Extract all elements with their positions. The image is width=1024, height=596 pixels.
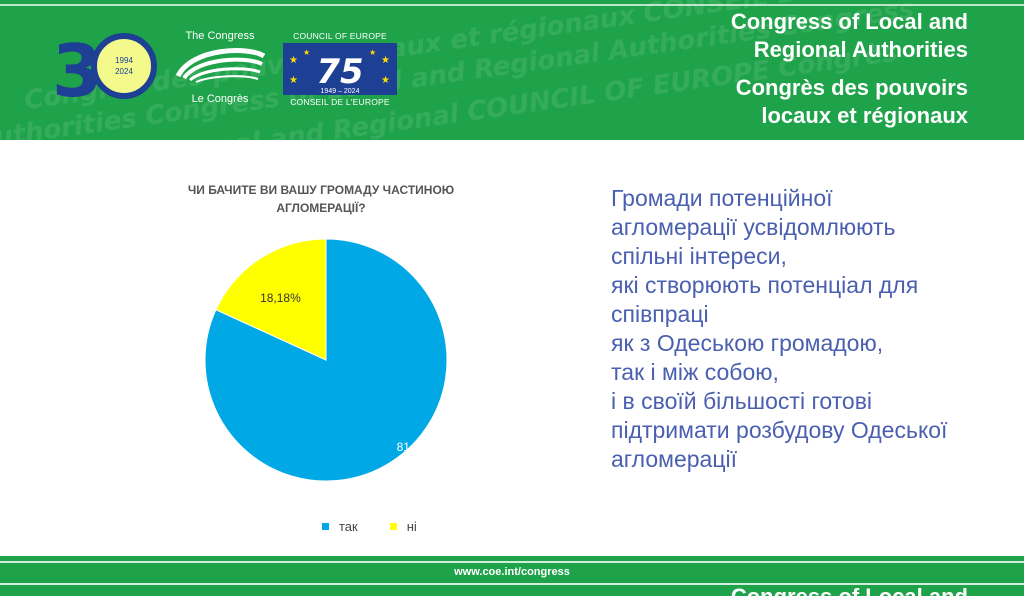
statement-line: підтримати розбудову Одеської — [611, 417, 948, 443]
legend-label-tak: так — [339, 519, 358, 534]
svg-text:★: ★ — [289, 55, 298, 66]
congress-emblem-icon — [175, 48, 266, 83]
statement-line: спільні інтереси, — [611, 243, 787, 269]
organisation-title: Congress of Local and Regional Authoriti… — [731, 8, 968, 130]
org-title-fr-line-2: locaux et régionaux — [761, 103, 968, 128]
statement-text: Громади потенційної агломерації усвідомлю… — [611, 184, 1011, 474]
svg-text:★: ★ — [369, 48, 376, 57]
org-title-fr-line-1: Congrès des pouvoirs — [735, 75, 968, 100]
council-of-europe-logo: COUNCIL OF EUROPE ★ ★ ★ ★ ★ ★ 75 1949 – … — [282, 31, 398, 109]
footer-line-bottom — [0, 583, 1024, 585]
chart-title-line-2: АГЛОМЕРАЦІЇ? — [276, 201, 366, 215]
coe-flag: ★ ★ ★ ★ ★ ★ 75 1949 – 2024 — [283, 43, 397, 95]
header-banner: Congrès des pouvoirs locaux et régionaux… — [0, 0, 1024, 140]
congress-logo-bottom-text: Le Congrès — [191, 93, 249, 105]
congress-logo: The Congress Le Congrès — [170, 30, 270, 110]
footer-url: www.coe.int/congress — [454, 566, 570, 578]
logo-30-year-start: 1994 — [115, 56, 133, 65]
legend-item-tak: так — [322, 519, 358, 534]
legend-label-ni: ні — [406, 519, 417, 534]
footer-line-top — [0, 561, 1024, 563]
svg-text:★: ★ — [381, 55, 390, 66]
footer-cut-title: Congress of Local and — [731, 584, 968, 596]
coe-75-number: 75 — [316, 52, 363, 92]
statement-line: як з Одеською громадою, — [611, 330, 884, 356]
svg-text:★: ★ — [303, 48, 310, 57]
statement-line: агломерації усвідомлюють — [611, 214, 896, 240]
congress-logo-top-text: The Congress — [185, 30, 255, 42]
statement-line: так і між собою, — [611, 359, 779, 385]
pie-label-ni: 18,18% — [260, 291, 301, 305]
footer-banner: www.coe.int/congress Congress of Local a… — [0, 556, 1024, 596]
statement-line: і в своїй більшості готові — [611, 388, 873, 414]
org-title-en-line-2: Regional Authorities — [753, 37, 968, 62]
chart-title: ЧИ БАЧИТЕ ВИ ВАШУ ГРОМАДУ ЧАСТИНОЮ АГЛОМ… — [140, 181, 502, 217]
pie-slice-ni — [215, 238, 327, 361]
legend-swatch-ni — [389, 523, 397, 530]
svg-text:★: ★ — [381, 75, 390, 86]
pie-slice-tak — [204, 238, 448, 482]
svg-text:★: ★ — [289, 75, 298, 86]
statement-line: які створюють потенціал для — [611, 272, 919, 298]
logo-30-circle — [94, 36, 154, 96]
coe-logo-bottom-text: CONSEIL DE L'EUROPE — [290, 97, 390, 107]
legend-item-ni: ні — [389, 519, 417, 534]
header-top-line — [0, 4, 1024, 6]
legend-swatch-tak — [322, 523, 329, 530]
coe-logo-top-text: COUNCIL OF EUROPE — [293, 31, 387, 41]
coe-stars-icon: ★ ★ ★ ★ ★ ★ 75 1949 – 2024 — [289, 48, 390, 95]
coe-years: 1949 – 2024 — [321, 88, 360, 95]
statement-line: Громади потенційної — [611, 185, 833, 211]
statement-line: агломерації — [611, 446, 738, 472]
chart-title-line-1: ЧИ БАЧИТЕ ВИ ВАШУ ГРОМАДУ ЧАСТИНОЮ — [187, 183, 455, 197]
chart-legend: так ні — [322, 519, 417, 534]
statement-line: співпраці — [611, 301, 709, 327]
logo-30-ring — [91, 33, 157, 99]
logo-30-year-end: 2024 — [115, 67, 133, 76]
org-title-en-line-1: Congress of Local and — [730, 9, 968, 34]
anniversary-30-logo: 30 1994 2024 — [52, 30, 157, 106]
pie-label-tak: 81,82% — [397, 440, 438, 454]
